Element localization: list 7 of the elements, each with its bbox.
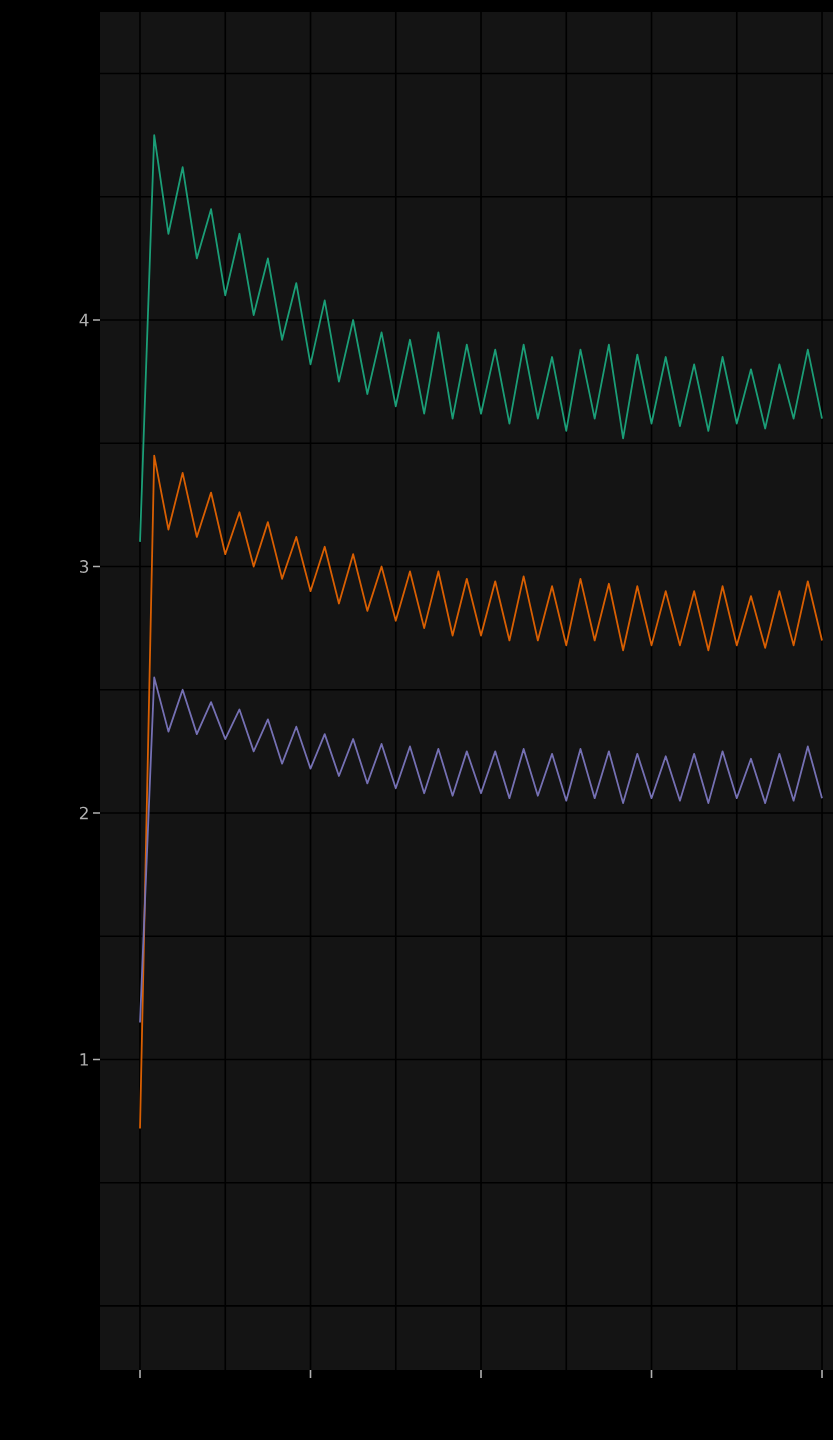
y-tick-label: 2	[79, 806, 88, 820]
y-tick-label: 3	[80, 560, 89, 573]
line-series	[139, 454, 823, 1130]
line-series	[139, 134, 823, 543]
y-tick-label: 1	[80, 1053, 88, 1066]
line-series	[139, 676, 823, 1024]
y-tick-label: 4	[79, 313, 89, 327]
